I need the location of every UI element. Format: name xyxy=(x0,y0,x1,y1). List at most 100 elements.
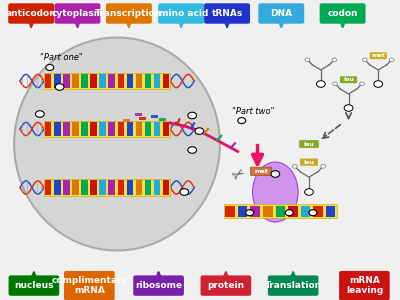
Ellipse shape xyxy=(252,162,298,222)
Ellipse shape xyxy=(14,38,220,250)
Text: leu: leu xyxy=(304,142,314,146)
Bar xyxy=(145,122,151,136)
Circle shape xyxy=(374,81,382,87)
Bar xyxy=(54,74,60,88)
Text: cytoplasm: cytoplasm xyxy=(51,9,104,18)
Bar xyxy=(72,181,79,195)
FancyBboxPatch shape xyxy=(200,275,251,296)
FancyBboxPatch shape xyxy=(64,271,115,300)
Bar xyxy=(54,181,60,195)
Bar xyxy=(238,206,248,217)
Circle shape xyxy=(389,58,394,61)
Bar xyxy=(158,118,166,121)
Bar xyxy=(225,206,235,217)
Bar xyxy=(151,115,158,118)
Bar xyxy=(276,206,285,217)
Bar xyxy=(90,122,97,136)
Circle shape xyxy=(333,82,338,85)
Bar xyxy=(72,74,79,88)
Circle shape xyxy=(188,112,196,119)
FancyBboxPatch shape xyxy=(158,3,204,24)
FancyBboxPatch shape xyxy=(8,3,54,24)
FancyBboxPatch shape xyxy=(250,167,272,176)
Bar xyxy=(163,122,169,136)
Circle shape xyxy=(180,189,189,195)
Circle shape xyxy=(344,105,353,111)
Text: mRNA
leaving: mRNA leaving xyxy=(346,276,383,295)
Circle shape xyxy=(321,164,326,168)
Bar xyxy=(63,181,70,195)
Text: complimentary
mRNA: complimentary mRNA xyxy=(51,276,128,295)
Text: protein: protein xyxy=(207,281,244,290)
Circle shape xyxy=(271,171,280,177)
FancyBboxPatch shape xyxy=(370,52,387,59)
FancyBboxPatch shape xyxy=(106,3,152,24)
FancyBboxPatch shape xyxy=(340,76,357,83)
Bar xyxy=(263,206,272,217)
FancyBboxPatch shape xyxy=(54,3,100,24)
Circle shape xyxy=(55,84,64,90)
Bar xyxy=(123,118,130,122)
FancyBboxPatch shape xyxy=(44,73,170,89)
Bar xyxy=(126,122,133,136)
Bar xyxy=(118,122,124,136)
Text: leu: leu xyxy=(304,160,314,165)
Circle shape xyxy=(238,118,246,124)
Circle shape xyxy=(362,58,367,61)
Bar xyxy=(81,181,88,195)
Text: met: met xyxy=(371,53,385,58)
FancyBboxPatch shape xyxy=(299,140,319,148)
Circle shape xyxy=(360,82,364,85)
Bar xyxy=(163,74,169,88)
Bar xyxy=(136,181,142,195)
Circle shape xyxy=(305,189,313,195)
Bar xyxy=(63,74,70,88)
Circle shape xyxy=(309,210,317,216)
Text: DNA: DNA xyxy=(270,9,292,18)
Text: nucleus: nucleus xyxy=(14,281,54,290)
Bar xyxy=(126,181,133,195)
Text: leu: leu xyxy=(343,77,354,82)
Bar xyxy=(154,122,160,136)
Bar xyxy=(81,122,88,136)
Bar xyxy=(145,74,151,88)
Text: amino acid: amino acid xyxy=(154,9,209,18)
Bar xyxy=(45,122,52,136)
Circle shape xyxy=(246,210,254,216)
Bar xyxy=(63,122,70,136)
Bar xyxy=(108,74,115,88)
FancyBboxPatch shape xyxy=(268,275,318,296)
Bar xyxy=(100,74,106,88)
Bar xyxy=(139,117,146,120)
FancyBboxPatch shape xyxy=(339,271,390,300)
Bar xyxy=(72,122,79,136)
FancyBboxPatch shape xyxy=(320,3,366,24)
Bar xyxy=(154,181,160,195)
Bar xyxy=(118,74,124,88)
FancyBboxPatch shape xyxy=(258,3,304,24)
Text: met: met xyxy=(254,169,268,174)
Circle shape xyxy=(46,64,54,70)
Text: ribosome: ribosome xyxy=(135,281,182,290)
Bar xyxy=(136,122,142,136)
Circle shape xyxy=(188,147,196,153)
Bar xyxy=(288,206,298,217)
Bar xyxy=(154,74,160,88)
FancyBboxPatch shape xyxy=(300,158,318,166)
Bar xyxy=(313,206,323,217)
FancyBboxPatch shape xyxy=(224,205,337,218)
Bar xyxy=(45,181,52,195)
Bar xyxy=(136,74,142,88)
FancyBboxPatch shape xyxy=(8,275,59,296)
Text: tRNAs: tRNAs xyxy=(212,9,243,18)
Bar xyxy=(250,206,260,217)
Text: anticodon: anticodon xyxy=(6,9,56,18)
Bar xyxy=(90,181,97,195)
Bar xyxy=(54,122,60,136)
Text: "Part two": "Part two" xyxy=(232,107,274,116)
Text: Translation: Translation xyxy=(264,281,322,290)
Circle shape xyxy=(36,111,44,117)
FancyBboxPatch shape xyxy=(133,275,184,296)
Bar xyxy=(118,181,124,195)
FancyBboxPatch shape xyxy=(44,179,170,196)
